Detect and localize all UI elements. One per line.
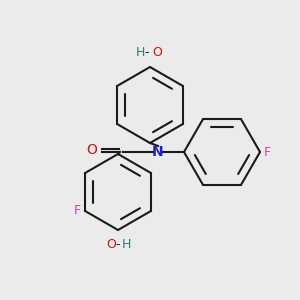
Text: O: O	[86, 143, 97, 157]
Text: -: -	[116, 238, 120, 251]
Text: F: F	[74, 205, 81, 218]
Text: -: -	[145, 46, 149, 59]
Text: H: H	[122, 238, 131, 251]
Text: F: F	[264, 146, 271, 158]
Text: O: O	[106, 238, 116, 251]
Text: H: H	[136, 46, 145, 59]
Text: O: O	[152, 46, 162, 59]
Text: N: N	[152, 145, 164, 159]
